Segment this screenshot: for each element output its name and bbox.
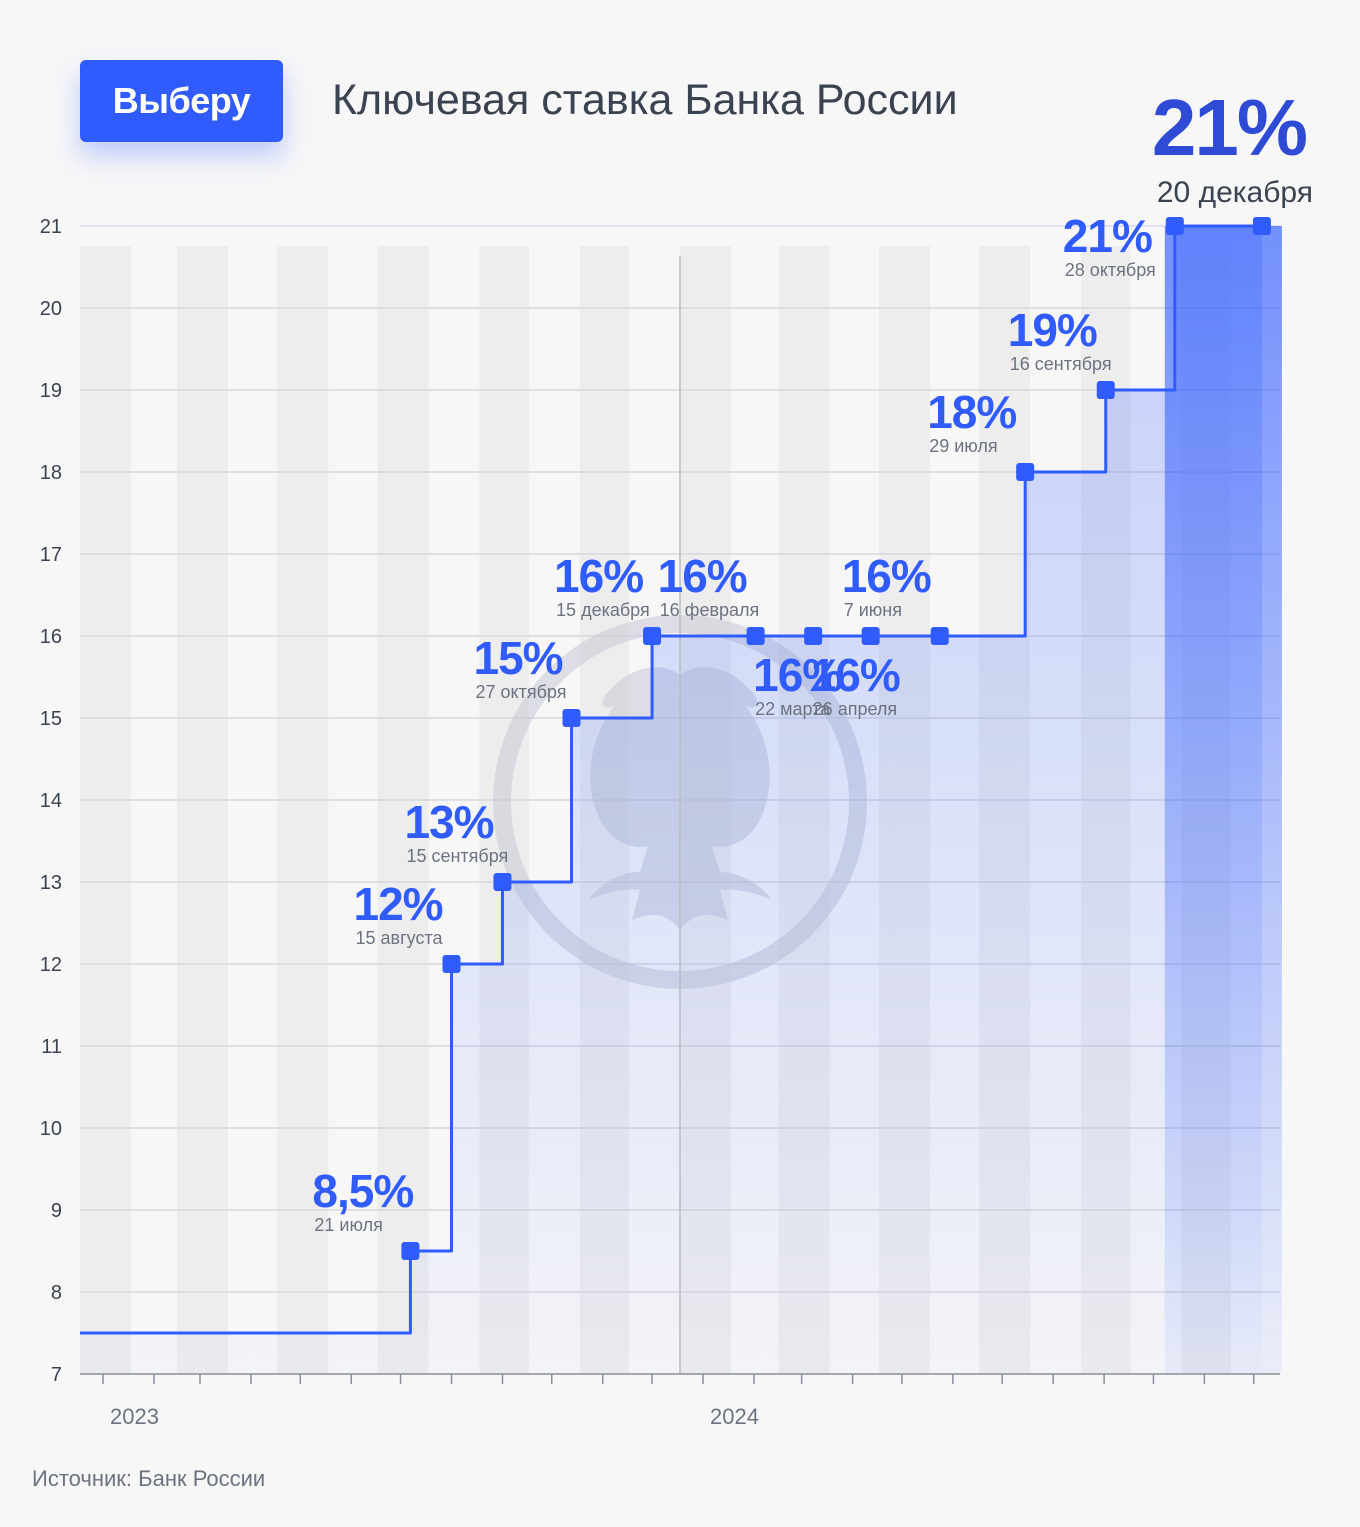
year-labels: 2023 2024	[110, 1404, 759, 1429]
rate-value-label: 19%	[1008, 304, 1097, 356]
y-tick-label: 21	[40, 216, 62, 238]
rate-area-fill	[80, 226, 1262, 1374]
month-band	[377, 246, 429, 1374]
rate-date-label: 16 сентября	[1010, 354, 1112, 374]
y-tick-label: 10	[40, 1118, 62, 1140]
rate-value-label: 16%	[811, 649, 900, 701]
rate-marker	[562, 709, 581, 727]
rate-marker	[804, 627, 823, 645]
rate-marker	[861, 627, 880, 645]
rate-value-label: 16%	[554, 550, 643, 602]
y-tick-label: 15	[40, 708, 62, 730]
rate-date-label: 22 марта	[755, 699, 831, 719]
y-tick-label: 17	[40, 544, 62, 566]
rate-marker	[930, 627, 949, 645]
rate-marker	[1165, 217, 1184, 235]
rate-value-label: 16%	[842, 550, 931, 602]
rate-value-label: 13%	[404, 796, 493, 848]
y-tick-labels: 7 8 9 10 11 12 13 14 15 16 17 18 19 20 21	[40, 216, 62, 1386]
rate-markers	[401, 217, 1271, 1260]
y-tick-label: 8	[51, 1282, 62, 1304]
year-label: 2024	[710, 1404, 759, 1429]
month-band	[80, 246, 131, 1374]
rate-date-label: 26 апреля	[813, 699, 897, 719]
y-tick-label: 16	[40, 626, 62, 648]
y-tick-label: 9	[51, 1200, 62, 1222]
rate-date-label: 21 июля	[314, 1215, 382, 1235]
rate-date-label: 15 августа	[356, 928, 444, 948]
rate-marker	[643, 627, 662, 645]
rate-value-label: 16%	[658, 550, 747, 602]
y-tick-label: 13	[40, 872, 62, 894]
current-rate: 21%	[1151, 83, 1308, 172]
y-tick-label: 18	[40, 462, 62, 484]
y-tick-label: 12	[40, 954, 62, 976]
brand-logo: Выберу	[80, 60, 283, 142]
rate-date-label: 16 февраля	[660, 600, 760, 620]
chart-title: Ключевая ставка Банка России	[332, 76, 958, 124]
rate-step-line	[80, 224, 1262, 1335]
rate-value-label: 8,5%	[312, 1165, 413, 1217]
rate-marker	[1096, 381, 1115, 399]
rate-labels: 8,5%21 июля 12%15 августа 13%15 сентября 15…	[312, 210, 1155, 1235]
rate-marker	[442, 955, 461, 973]
rate-marker	[493, 873, 512, 891]
y-tick-label: 11	[41, 1036, 62, 1058]
rate-value-label: 12%	[354, 878, 443, 930]
rate-marker	[746, 627, 765, 645]
current-rate-band	[1164, 226, 1282, 1374]
current-rate-date: 20 декабря	[1156, 176, 1313, 209]
rate-value-label: 16%	[753, 649, 842, 701]
month-band	[176, 246, 228, 1374]
y-tick-label: 19	[40, 380, 62, 402]
rate-marker	[1016, 463, 1035, 481]
rate-value-label: 15%	[474, 632, 563, 684]
rate-date-label: 15 декабря	[556, 600, 650, 620]
y-tick-label: 7	[51, 1364, 62, 1386]
y-tick-label: 14	[40, 790, 62, 812]
rate-marker	[1252, 217, 1271, 235]
rate-date-label: 7 июня	[844, 600, 902, 620]
x-ticks	[102, 1374, 1255, 1384]
source-note: Источник: Банк России	[32, 1466, 266, 1491]
rate-marker	[401, 1242, 420, 1260]
rate-date-label: 27 октября	[476, 682, 567, 702]
month-band	[277, 246, 329, 1374]
y-tick-label: 20	[40, 298, 62, 320]
rate-date-label: 29 июля	[929, 436, 997, 456]
rate-value-label: 21%	[1063, 210, 1152, 262]
rate-value-label: 18%	[927, 386, 1016, 438]
year-label: 2023	[110, 1404, 159, 1429]
rate-date-label: 28 октября	[1065, 260, 1156, 280]
rate-date-label: 15 сентября	[406, 846, 508, 866]
